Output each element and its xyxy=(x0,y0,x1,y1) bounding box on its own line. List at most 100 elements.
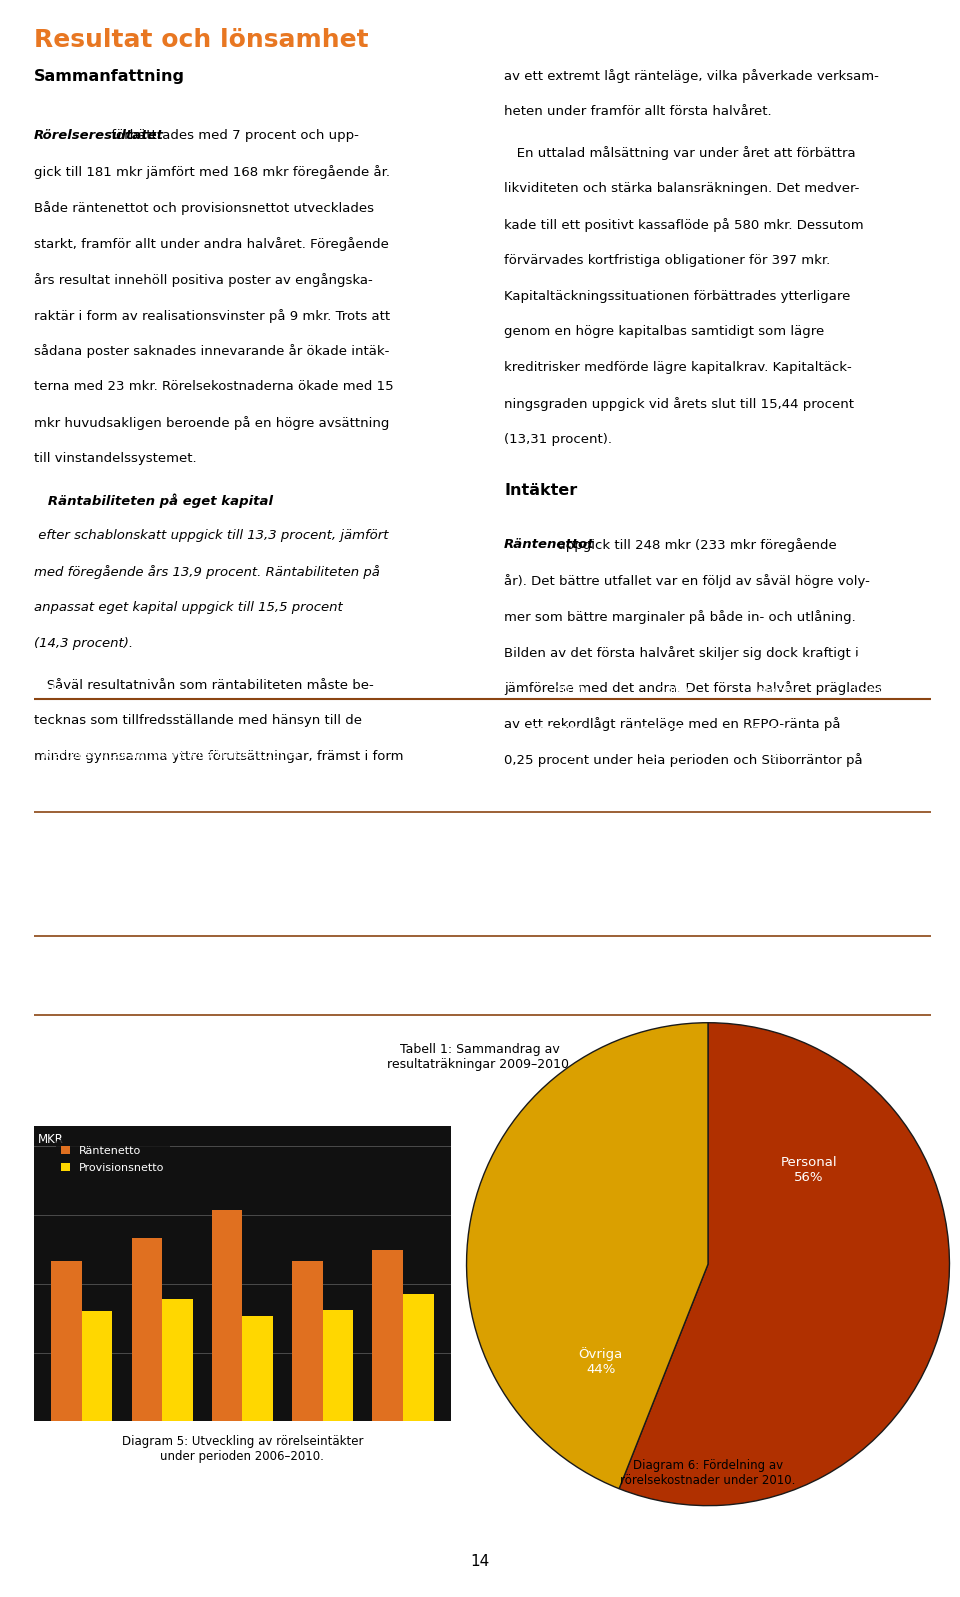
Text: 15 407: 15 407 xyxy=(744,703,792,715)
Text: Både räntenettot och provisionsnettot utvecklades: Både räntenettot och provisionsnettot ut… xyxy=(34,201,373,216)
Text: 2 163: 2 163 xyxy=(654,896,689,909)
Text: Resultat före kreditförluster: Resultat före kreditförluster xyxy=(42,952,242,965)
Text: -15%: -15% xyxy=(874,974,909,987)
Text: 14 806: 14 806 xyxy=(744,827,792,840)
Text: -99%: -99% xyxy=(876,749,909,762)
Text: Avskrivningar: Avskrivningar xyxy=(42,874,128,886)
Wedge shape xyxy=(467,1022,708,1488)
Text: 0,25 procent under hela perioden och Stiborräntor på: 0,25 procent under hela perioden och Sti… xyxy=(504,754,863,767)
Text: av ett rekordlågt ränteläge med en REPO-ränta på: av ett rekordlågt ränteläge med en REPO-… xyxy=(504,717,841,731)
Text: förbättrades med 7 procent och upp-: förbättrades med 7 procent och upp- xyxy=(107,129,358,142)
Text: 233 780: 233 780 xyxy=(529,918,586,933)
Text: Resultat och lönsamhet: Resultat och lönsamhet xyxy=(34,27,369,53)
Text: Sammanfattning: Sammanfattning xyxy=(34,69,184,83)
Text: Diagram 6: Fördelning av
rörelsekostnader under 2010.: Diagram 6: Fördelning av rörelsekostnade… xyxy=(620,1458,796,1487)
Text: med föregående års 13,9 procent. Räntabiliteten på: med föregående års 13,9 procent. Räntabi… xyxy=(34,565,379,580)
Bar xyxy=(162,1298,193,1421)
Text: genom en högre kapitalbas samtidigt som lägre: genom en högre kapitalbas samtidigt som … xyxy=(504,326,825,339)
Text: 4 968: 4 968 xyxy=(653,771,689,784)
Text: gick till 181 mkr jämfört med 168 mkr föregående år.: gick till 181 mkr jämfört med 168 mkr fö… xyxy=(34,164,390,179)
Text: Bilden av det första halvåret skiljer sig dock kraftigt i: Bilden av det första halvåret skiljer si… xyxy=(504,645,859,660)
Text: Personal
56%: Personal 56% xyxy=(780,1156,837,1185)
Text: 8 375: 8 375 xyxy=(753,952,792,965)
Text: efter schablonskatt uppgick till 13,3 procent, jämfört: efter schablonskatt uppgick till 13,3 pr… xyxy=(34,530,388,543)
Text: 7%: 7% xyxy=(887,703,909,715)
Text: raktär i form av realisationsvinster på 9 mkr. Trots att: raktär i form av realisationsvinster på … xyxy=(34,308,390,323)
Text: 7%: 7% xyxy=(887,918,909,933)
Text: 12 518: 12 518 xyxy=(744,998,792,1011)
Text: heten under framför allt första halvåret.: heten under framför allt första halvåret… xyxy=(504,104,772,118)
Text: MKR: MKR xyxy=(37,1132,63,1145)
Text: 168 335: 168 335 xyxy=(633,998,689,1011)
Text: 11%: 11% xyxy=(881,874,909,886)
Text: års resultat innehöll positiva poster av engångska-: års resultat innehöll positiva poster av… xyxy=(34,273,372,287)
Text: Rörelseresultatet: Rörelseresultatet xyxy=(34,129,163,142)
Bar xyxy=(292,1260,323,1421)
Text: 3 909: 3 909 xyxy=(653,874,689,886)
Text: -14%: -14% xyxy=(876,771,909,784)
Text: Tabell 1: Sammandrag av
resultaträkningar 2009–2010.: Tabell 1: Sammandrag av resultaträkninga… xyxy=(387,1043,573,1072)
Text: Summa kostnader: Summa kostnader xyxy=(42,918,170,933)
Text: Kreditförluster, netto: Kreditförluster, netto xyxy=(42,974,192,987)
Text: 185 593: 185 593 xyxy=(529,725,586,738)
Text: Diagram 5: Utveckling av rörelseintäkter
under perioden 2006–2010.: Diagram 5: Utveckling av rörelseintäkter… xyxy=(122,1434,363,1463)
Text: till vinstandelssystemet.: till vinstandelssystemet. xyxy=(34,452,196,465)
Text: 2010: 2010 xyxy=(554,685,586,698)
Text: ningsgraden uppgick vid årets slut till 15,44 procent: ningsgraden uppgick vid årets slut till … xyxy=(504,398,854,410)
Text: -9 347: -9 347 xyxy=(752,749,792,762)
Text: 17 614: 17 614 xyxy=(744,725,792,738)
Text: 180 853: 180 853 xyxy=(529,998,586,1011)
Text: Såväl resultatnivån som räntabiliteten måste be-: Såväl resultatnivån som räntabiliteten m… xyxy=(34,679,373,692)
Text: 4 324: 4 324 xyxy=(550,874,586,886)
Text: Personalkostnader: Personalkostnader xyxy=(42,827,174,840)
Text: 248 420: 248 420 xyxy=(529,703,586,715)
Polygon shape xyxy=(588,1254,708,1353)
Text: 167 979: 167 979 xyxy=(633,725,689,738)
Text: Övriga
44%: Övriga 44% xyxy=(579,1346,623,1377)
Text: 204 538: 204 538 xyxy=(529,952,586,965)
Text: 9 397: 9 397 xyxy=(653,749,689,762)
Text: 196 163: 196 163 xyxy=(633,952,689,965)
Text: av ett extremt lågt ränteläge, vilka påverkade verksam-: av ett extremt lågt ränteläge, vilka påv… xyxy=(504,69,878,83)
Bar xyxy=(403,1294,434,1421)
Text: 0%: 0% xyxy=(889,850,909,862)
Text: Övriga intäkter: Övriga intäkter xyxy=(42,771,137,786)
Text: mkr huvudsakligen beroende på en högre avsättning: mkr huvudsakligen beroende på en högre a… xyxy=(34,417,389,430)
Text: Räntenettot: Räntenettot xyxy=(504,538,594,551)
Text: Övriga kostnader: Övriga kostnader xyxy=(42,896,151,910)
Text: 14 586: 14 586 xyxy=(744,918,792,933)
Text: (14,3 procent).: (14,3 procent). xyxy=(34,637,132,650)
Text: Rörelseresultat: Rörelseresultat xyxy=(42,998,151,1011)
Text: Förändring: Förändring xyxy=(812,656,889,669)
Text: -23 685: -23 685 xyxy=(533,974,586,987)
Text: år). Det bättre utfallet var en följd av såväl högre voly-: år). Det bättre utfallet var en följd av… xyxy=(504,573,870,588)
Text: mindre gynnsamma yttre förutsättningar, främst i form: mindre gynnsamma yttre förutsättningar, … xyxy=(34,751,403,763)
Text: Räntabiliteten på eget kapital: Räntabiliteten på eget kapital xyxy=(34,493,273,508)
Text: sådana poster saknades innevarande år ökade intäk-: sådana poster saknades innevarande år ök… xyxy=(34,345,389,358)
Text: Övriga administrationskostnader: Övriga administrationskostnader xyxy=(42,850,248,864)
Text: 4 143: 4 143 xyxy=(753,974,792,987)
Text: mer som bättre marginaler på både in- och utlåning.: mer som bättre marginaler på både in- oc… xyxy=(504,610,855,624)
Text: -33: -33 xyxy=(772,850,792,862)
Text: En uttalad målsättning var under året att förbättra: En uttalad målsättning var under året at… xyxy=(504,147,855,160)
Text: kade till ett positivt kassaflöde på 580 mkr. Dessutom: kade till ett positivt kassaflöde på 580… xyxy=(504,217,864,232)
Text: kreditrisker medförde lägre kapitalkrav. Kapitaltäck-: kreditrisker medförde lägre kapitalkrav.… xyxy=(504,361,852,374)
Text: 233 013: 233 013 xyxy=(633,703,689,715)
Legend: Räntenetto, Provisionsnetto: Räntenetto, Provisionsnetto xyxy=(56,1140,170,1179)
Text: Summa intäkter: Summa intäkter xyxy=(42,794,156,808)
Text: anpassat eget kapital uppgick till 15,5 procent: anpassat eget kapital uppgick till 15,5 … xyxy=(34,600,343,615)
Bar xyxy=(51,1260,82,1421)
Text: 116 567: 116 567 xyxy=(633,827,689,840)
Text: 219 194: 219 194 xyxy=(633,918,689,933)
Text: 7%: 7% xyxy=(887,998,909,1011)
Bar xyxy=(82,1311,112,1421)
Text: 2009: 2009 xyxy=(657,685,689,698)
Text: -28%: -28% xyxy=(876,896,909,909)
Text: i belopp: i belopp xyxy=(742,685,792,698)
Bar xyxy=(132,1238,162,1421)
Polygon shape xyxy=(663,1254,828,1354)
Text: 22 961: 22 961 xyxy=(744,794,792,808)
Text: jämförelse med det andra. Det första halvåret präglades: jämförelse med det andra. Det första hal… xyxy=(504,682,881,695)
Text: 131 373: 131 373 xyxy=(529,827,586,840)
Text: 96 522: 96 522 xyxy=(542,850,586,862)
